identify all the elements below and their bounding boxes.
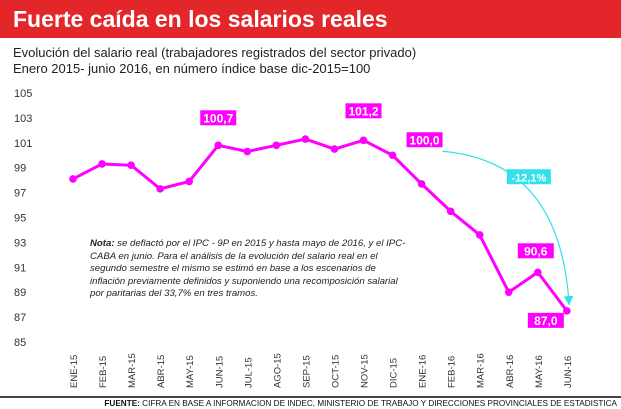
data-label-box xyxy=(517,243,554,259)
annotation-label-box xyxy=(506,169,551,185)
source-label: FUENTE: xyxy=(104,399,140,408)
data-point xyxy=(214,141,223,150)
data-label-box xyxy=(345,103,382,119)
data-point xyxy=(446,207,455,216)
y-tick-label: 95 xyxy=(14,213,26,225)
data-label: 100,7 xyxy=(203,111,233,125)
subtitle-line-2: Enero 2015- junio 2016, en número índice… xyxy=(13,61,371,76)
y-tick-label: 101 xyxy=(14,138,32,150)
x-tick-label: JUN-15 xyxy=(214,356,225,388)
data-label: 90,6 xyxy=(524,244,548,258)
x-tick-label: FEB-15 xyxy=(98,356,109,388)
source-text: CIFRA EN BASE A INFORMACION DE INDEC, MI… xyxy=(139,399,617,408)
y-tick-label: 97 xyxy=(14,188,26,200)
data-label: 101,2 xyxy=(348,104,378,118)
title-bar: Fuerte caída en los salarios reales xyxy=(0,0,621,38)
series-line xyxy=(72,137,569,312)
line-chart: 85 87 89 91 93 95 97 99 101 103 105 ENE-15 FEB-15 MAR… xyxy=(14,88,574,388)
chart-note: Nota: se deflactó por el IPC - 9P en 201… xyxy=(90,238,410,301)
x-tick-label: MAY-15 xyxy=(185,355,196,388)
x-tick-label: DIC-15 xyxy=(389,358,400,388)
y-tick-label: 103 xyxy=(14,113,32,125)
data-label-box xyxy=(527,312,564,328)
x-tick-label: ABR-15 xyxy=(156,355,167,388)
y-tick-label: 93 xyxy=(14,237,26,249)
data-point xyxy=(127,161,135,170)
x-tick-label: NOV-15 xyxy=(360,354,371,388)
subtitle-line-1: Evolución del salario real (trabajadores… xyxy=(13,45,417,60)
data-label-box xyxy=(200,110,237,126)
note-text: se deflactó por el IPC - 9P en 2015 y ha… xyxy=(90,238,406,299)
source-footer: FUENTE: CIFRA EN BASE A INFORMACION DE I… xyxy=(0,396,621,409)
x-tick-label: MAR-16 xyxy=(476,353,487,388)
x-tick-label: SEP-15 xyxy=(301,355,312,388)
data-point xyxy=(504,288,513,297)
data-point xyxy=(156,185,164,193)
data-point xyxy=(272,141,281,150)
x-tick-label: MAY-16 xyxy=(534,355,545,388)
x-tick-label: AGO-15 xyxy=(272,353,283,388)
data-point xyxy=(98,160,106,168)
x-tick-label: ENE-15 xyxy=(69,355,80,388)
annotation-label: -12,1% xyxy=(511,172,546,184)
x-tick-label: JUL-15 xyxy=(243,357,254,388)
data-label-box xyxy=(406,132,443,148)
x-tick-label: ABR-16 xyxy=(505,355,516,388)
chart-title: Fuerte caída en los salarios reales xyxy=(13,5,388,32)
data-point xyxy=(563,307,571,315)
data-point xyxy=(185,177,193,186)
data-point xyxy=(69,175,77,183)
data-point xyxy=(301,135,310,143)
y-tick-label: 87 xyxy=(14,312,26,324)
data-point xyxy=(359,136,368,145)
x-tick-label: MAR-15 xyxy=(127,353,138,388)
x-tick-label: JUN-16 xyxy=(563,356,574,388)
x-tick-label: FEB-16 xyxy=(447,356,458,388)
y-tick-label: 85 xyxy=(14,337,26,349)
y-tick-label: 91 xyxy=(14,262,26,274)
note-label: Nota: xyxy=(90,238,115,249)
x-tick-label: ENE-16 xyxy=(418,355,429,388)
data-point xyxy=(330,145,339,153)
y-tick-label: 105 xyxy=(14,88,32,100)
annotation-arrow xyxy=(442,150,574,306)
data-label: 87,0 xyxy=(534,314,558,328)
data-point xyxy=(243,147,252,156)
y-tick-label: 99 xyxy=(14,163,26,175)
data-label: 100,0 xyxy=(410,133,440,147)
y-tick-label: 89 xyxy=(14,287,26,299)
data-point xyxy=(534,268,542,277)
x-tick-label: OCT-15 xyxy=(330,355,341,388)
data-point xyxy=(388,151,397,160)
chart-subtitle: Evolución del salario real (trabajadores… xyxy=(13,45,416,77)
data-point xyxy=(417,180,426,188)
data-point xyxy=(475,231,484,239)
